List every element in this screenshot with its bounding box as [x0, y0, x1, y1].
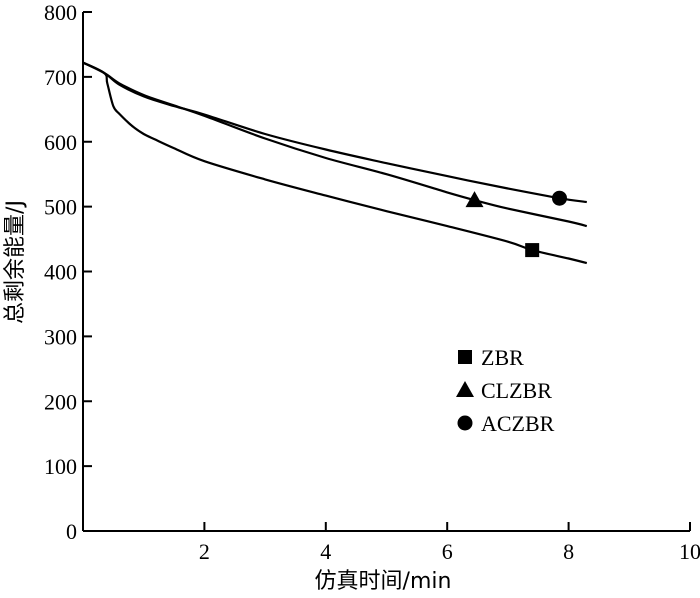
ticks: 0 100 200 300 400 500 600 700 800 2 4 6 8 10	[44, 0, 700, 564]
series-marker-zbr	[525, 243, 540, 258]
y-tick-label: 200	[44, 389, 77, 414]
legend-marker-aczbr	[457, 415, 473, 431]
legend-label-aczbr: ACZBR	[481, 411, 555, 436]
y-tick-label: 500	[44, 195, 77, 220]
y-tick-label: 700	[44, 65, 77, 90]
x-axis-title: 仿真时间/min	[315, 569, 452, 594]
series-marker-aczbr	[551, 190, 567, 206]
y-tick-label: 800	[44, 0, 77, 25]
legend-label-clzbr: CLZBR	[481, 378, 552, 403]
series-lines	[82, 61, 588, 265]
legend-label-zbr: ZBR	[481, 345, 524, 370]
series-line-zbr	[82, 61, 588, 265]
y-tick-label: 100	[44, 454, 77, 479]
series-line-clzbr	[82, 61, 588, 228]
series-markers	[465, 190, 567, 258]
y-tick-label: 0	[66, 519, 77, 544]
legend: ZBR CLZBR ACZBR	[456, 345, 555, 436]
y-tick-label: 400	[44, 260, 77, 285]
legend-marker-clzbr	[456, 381, 474, 397]
x-tick-label: 2	[199, 539, 210, 564]
y-tick-label: 300	[44, 324, 77, 349]
series-line-aczbr	[82, 61, 587, 204]
series-marker-clzbr	[465, 191, 484, 208]
legend-marker-zbr	[458, 350, 472, 364]
y-tick-label: 600	[44, 130, 77, 155]
x-tick-label: 4	[320, 539, 331, 564]
axes	[82, 12, 690, 532]
x-tick-label: 6	[442, 539, 453, 564]
x-tick-label: 10	[679, 539, 700, 564]
y-axis-title: 总剩余能量/J	[3, 200, 28, 324]
x-tick-label: 8	[563, 539, 574, 564]
